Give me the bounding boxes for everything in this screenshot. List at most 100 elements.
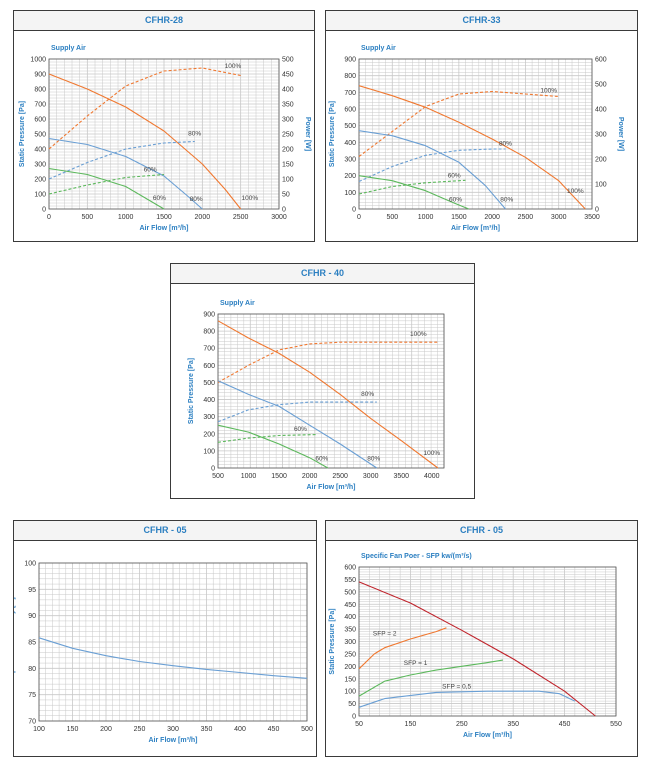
curve-label: 100%: [540, 87, 557, 94]
x-tick-label: 1000: [241, 473, 257, 480]
curve-label: 80%: [500, 197, 513, 204]
y2-tick-label: 100: [595, 182, 607, 189]
y-axis-label: Static Pressure [Pa]: [188, 358, 195, 424]
y-tick-label: 500: [344, 123, 356, 130]
series-line-blue: [358, 690, 576, 708]
x-tick-label: 450: [559, 721, 571, 728]
x-tick-label: 300: [167, 726, 179, 733]
y2-tick-label: 150: [282, 162, 294, 169]
curve-label: 60%: [294, 426, 307, 433]
series-line-orange-power: [358, 90, 559, 157]
chart-title: CFHR - 40: [300, 268, 344, 278]
chart-cfhr-28: 0 500 1000 1500 2000 2500 30000100200300400500…: [19, 45, 311, 232]
x-tick-label: 0: [357, 214, 361, 221]
x-tick-label: 1000: [118, 214, 134, 221]
x-tick-label: 3500: [584, 214, 600, 221]
x-tick-label: 2500: [332, 473, 348, 480]
chart-title: CFHR-28: [144, 15, 183, 25]
y-tick-label: 100: [344, 190, 356, 197]
series-line-green: [358, 659, 503, 697]
x-tick-label: 1500: [156, 214, 172, 221]
y2-tick-label: 300: [595, 132, 607, 139]
x-tick-label: 1000: [418, 214, 434, 221]
y-tick-label: 400: [34, 147, 46, 154]
series-line-orange-power: [48, 67, 241, 150]
chart-cfhr-05-efficiency: 100 150 200 250 300 350 400 450 500 70 75 80 85 90 95 1…: [14, 561, 313, 745]
series-line-blue-power: [217, 401, 377, 423]
curve-label: SFP = 1: [404, 660, 428, 667]
x-tick-label: 450: [268, 726, 280, 733]
series-line-green-power: [48, 173, 165, 195]
y-tick-label: 75: [28, 692, 36, 699]
chart-title-bar: [14, 11, 314, 31]
y-tick-label: 150: [344, 676, 356, 683]
chart-cfhr-05-sfp: 50 150 250 350 450 55005010015020025030035040…: [329, 553, 622, 739]
y2-axis-label: Power [W]: [617, 117, 624, 151]
plot-frame: [217, 313, 445, 469]
y-tick-label: 450: [344, 602, 356, 609]
x-tick-label: 150: [67, 726, 79, 733]
x-tick-label: 150: [405, 721, 417, 728]
curve-label: 100%: [423, 450, 440, 457]
y-tick-label: 0: [42, 207, 46, 214]
curve-label: 60%: [153, 195, 166, 202]
y-tick-label: 900: [344, 57, 356, 64]
x-axis-label: Air Flow [m³/h]: [140, 225, 189, 232]
y-tick-label: 550: [344, 577, 356, 584]
chart-cfhr-33: 0 500 1000 1500 2000 2500 3000 3500010020030040…: [329, 45, 624, 232]
y-tick-label: 300: [34, 162, 46, 169]
y-tick-label: 300: [344, 157, 356, 164]
series-line-green-power: [358, 179, 466, 195]
series-line-blue: [48, 137, 203, 210]
y-tick-label: 80: [28, 666, 36, 673]
x-tick-label: 3000: [363, 473, 379, 480]
y2-tick-label: 50: [282, 192, 290, 199]
chart-panel-cfhr-33: CFHR-33 0 500 1000 1500 2000 2500 3000 3500 0 100…: [325, 10, 638, 242]
y-tick-label: 0: [352, 207, 356, 214]
x-tick-label: 0: [47, 214, 51, 221]
series-line-orange-power: [217, 341, 438, 383]
x-tick-label: 2000: [302, 473, 318, 480]
y-tick-label: 600: [344, 107, 356, 114]
y-tick-label: 90: [28, 613, 36, 620]
y-tick-label: 500: [203, 380, 215, 387]
x-tick-label: 4000: [424, 473, 440, 480]
curve-label: 100%: [410, 331, 427, 338]
y2-tick-label: 100: [282, 177, 294, 184]
chart-title-bar: [14, 521, 316, 541]
series-line-orange: [48, 73, 242, 210]
x-tick-label: 250: [456, 721, 468, 728]
x-tick-label: 350: [201, 726, 213, 733]
x-tick-label: 350: [507, 721, 519, 728]
y2-tick-label: 300: [282, 117, 294, 124]
y-tick-label: 1000: [30, 57, 46, 64]
y-tick-label: 600: [203, 363, 215, 370]
y2-tick-label: 200: [595, 157, 607, 164]
y-tick-label: 95: [28, 587, 36, 594]
y-tick-label: 800: [344, 73, 356, 80]
x-axis-label: Air Flow [m³/h]: [451, 225, 500, 232]
y-tick-label: 85: [28, 640, 36, 647]
curve-label: 60%: [315, 455, 328, 462]
chart-title: CFHR-33: [462, 15, 501, 25]
chart-subtitle: Specific Fan Poer - SFP kw/(m³/s): [361, 553, 472, 560]
y2-tick-label: 500: [595, 82, 607, 89]
x-tick-label: 2000: [195, 214, 211, 221]
y-tick-label: 200: [203, 431, 215, 438]
y2-tick-label: 350: [282, 102, 294, 109]
curve-label: 100%: [242, 195, 259, 202]
x-tick-label: 1500: [451, 214, 467, 221]
y2-tick-label: 200: [282, 147, 294, 154]
curve-label: 80%: [361, 391, 374, 398]
series-line-orange: [217, 320, 439, 469]
y-tick-label: 100: [203, 448, 215, 455]
chart-subtitle: Supply Air: [220, 300, 255, 307]
curve-label: 80%: [188, 131, 201, 138]
x-tick-label: 550: [610, 721, 622, 728]
x-tick-label: 500: [81, 214, 93, 221]
chart-panel-cfhr-05-efficiency: CFHR - 05 100 150 200 250 300 350 400 450 500 70 7…: [13, 520, 317, 757]
y-tick-label: 300: [344, 639, 356, 646]
x-tick-label: 3000: [551, 214, 567, 221]
y-tick-label: 600: [34, 117, 46, 124]
series-line-orange: [358, 627, 447, 670]
